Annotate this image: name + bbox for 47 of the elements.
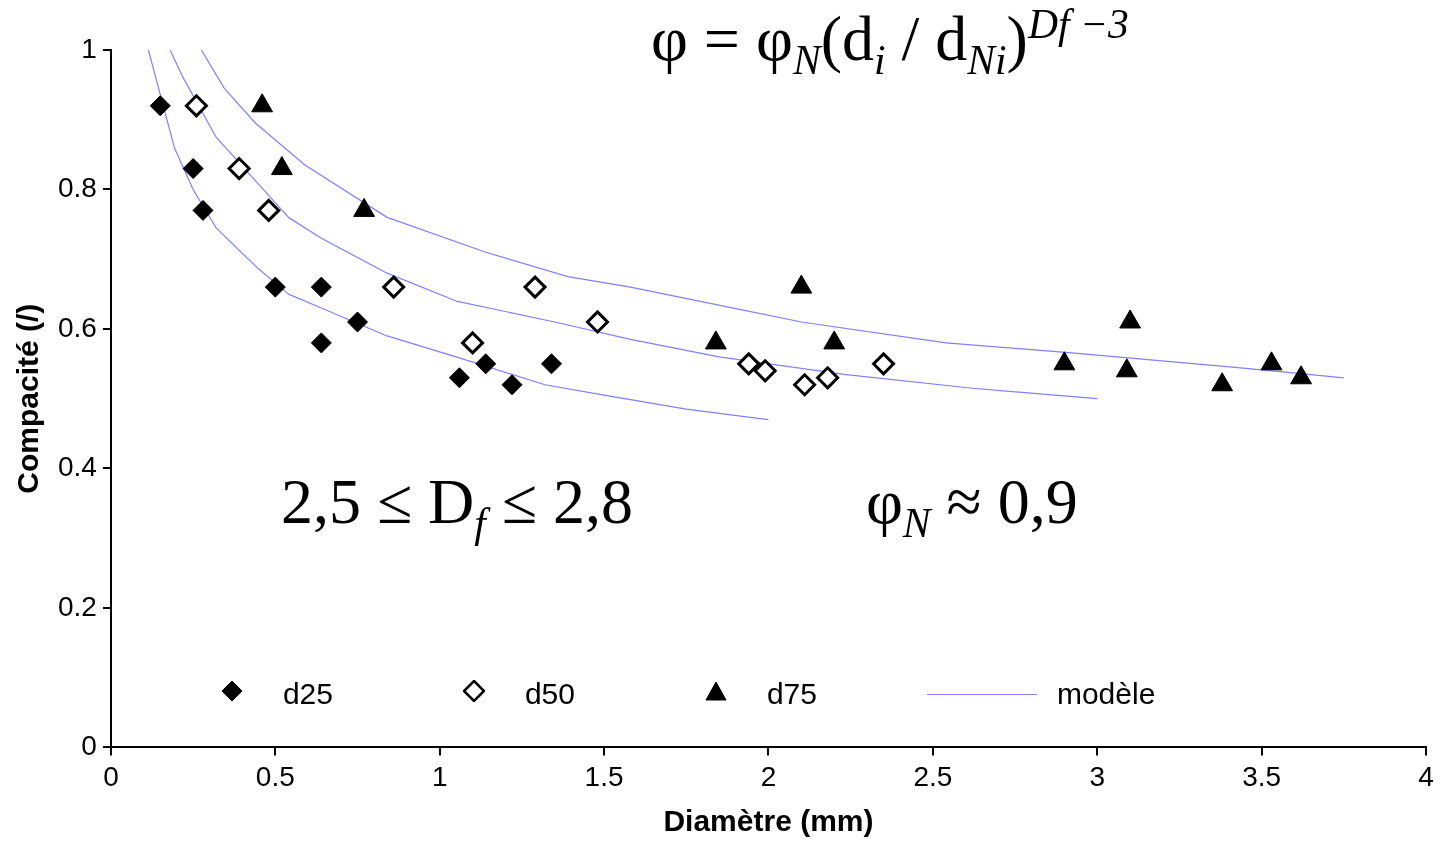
y-tick-label: 0 [81, 730, 97, 762]
x-tick-label: 2 [760, 760, 777, 792]
point [264, 276, 286, 298]
x-tick-label: 1.5 [584, 760, 624, 792]
x-axis-title: Diamètre (mm) [663, 804, 874, 838]
point [586, 310, 609, 334]
y-tick-label: 0.2 [57, 590, 97, 622]
point [347, 311, 368, 333]
point [227, 157, 251, 181]
y-tick-label: 0.8 [57, 172, 97, 204]
point [501, 374, 523, 396]
point [461, 331, 485, 355]
annotation: φ$_{N}$ ≈ 0,9 [865, 465, 1078, 547]
point [192, 199, 214, 221]
point [753, 359, 777, 383]
point [182, 158, 204, 180]
x-tick-label: 0 [103, 760, 119, 792]
point [257, 198, 281, 222]
annotation: 2,5 ≤ D$_{f}$ ≤ 2,8 [280, 465, 633, 547]
point [149, 95, 171, 117]
point [310, 276, 332, 298]
y-tick-label: 0.4 [57, 451, 97, 483]
point [523, 275, 547, 299]
point [382, 275, 406, 299]
legend-label: modèle [1056, 677, 1156, 712]
point [540, 353, 562, 375]
x-tick-label: 2.5 [913, 760, 953, 792]
legend-label: d25 [282, 677, 334, 712]
annotation: φ = φ$_{N}$(d$_{i}$ / d$_{Ni}$)$^{Df −3}$ [650, 0, 1129, 85]
x-tick-label: 4 [1418, 760, 1434, 792]
y-tick-label: 1 [81, 32, 97, 64]
point [184, 94, 208, 118]
x-tick-label: 1 [431, 760, 448, 792]
x-tick-label: 3.5 [1242, 760, 1282, 792]
point [872, 352, 896, 376]
y-tick-label: 0.6 [57, 311, 97, 343]
point [475, 353, 497, 375]
x-tick-label: 3 [1089, 760, 1106, 792]
legend-label: d50 [524, 677, 576, 712]
legend-label: d75 [766, 677, 818, 712]
point [310, 332, 332, 354]
point [793, 373, 817, 397]
point [737, 352, 761, 376]
y-axis-title: Compacité (/) [11, 303, 45, 494]
point [816, 366, 840, 390]
x-tick-label: 0.5 [255, 760, 295, 792]
point [448, 367, 470, 389]
